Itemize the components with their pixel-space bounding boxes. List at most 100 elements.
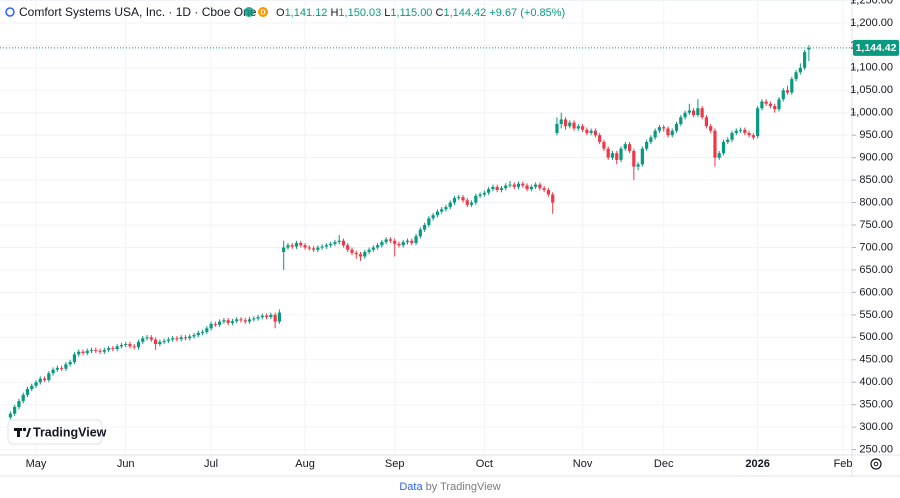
candle-body <box>235 319 239 322</box>
symbol-icon <box>5 7 15 17</box>
logo-text: TradingView <box>33 425 107 439</box>
candle-body <box>542 188 546 190</box>
logo[interactable]: TradingView <box>7 419 107 445</box>
candle-body <box>166 339 170 341</box>
candle-body <box>785 90 790 93</box>
candle-body <box>115 346 119 349</box>
candle-body <box>619 148 623 160</box>
candle-body <box>602 141 606 149</box>
y-tick-label: 350.00 <box>859 399 893 411</box>
candle-body <box>572 122 576 129</box>
candle-body <box>529 186 533 190</box>
candle-body <box>568 122 572 127</box>
candle-body <box>589 130 593 133</box>
y-tick-label: 750.00 <box>859 219 893 231</box>
grid <box>0 0 852 455</box>
candle-body <box>226 320 230 323</box>
candle-body <box>8 413 12 418</box>
candle-body <box>721 141 726 154</box>
candle-body <box>367 249 371 252</box>
y-tick-label: 1,250.00 <box>850 0 893 6</box>
candle-body <box>183 337 188 339</box>
y-tick-label: 900.00 <box>859 152 893 164</box>
candle-body <box>491 186 495 190</box>
symbol-title: Comfort Systems USA, Inc. · 1D · Cboe On… <box>19 5 257 19</box>
x-tick-label: Sep <box>385 458 405 470</box>
logo-mark <box>22 427 27 432</box>
candle-body <box>709 126 713 131</box>
candle-body <box>683 112 687 118</box>
y-tick-label: 650.00 <box>859 264 893 276</box>
candle-body <box>756 108 760 137</box>
candle-body <box>431 215 435 219</box>
candle-body <box>21 394 25 402</box>
y-tick-label: 300.00 <box>859 421 893 433</box>
ohlc-value: 1,141.12 <box>285 7 328 19</box>
ohlc-key: L <box>384 7 390 19</box>
candle-body <box>277 312 282 322</box>
y-tick-label: 850.00 <box>859 174 893 186</box>
candle-body <box>107 348 111 350</box>
logo-mark <box>26 428 31 437</box>
status-icon[interactable] <box>244 7 254 17</box>
candle-body <box>487 189 491 193</box>
candle-body <box>751 135 755 138</box>
candle-body <box>85 350 89 354</box>
candle-body <box>196 332 200 336</box>
x-tick-label: Jun <box>117 458 135 470</box>
candle-body <box>119 344 124 347</box>
candle-body <box>448 202 452 208</box>
candle-body <box>546 189 551 195</box>
candle-body <box>405 240 410 243</box>
candle-body <box>465 200 469 205</box>
candle-body <box>64 364 68 369</box>
footer-text: by TradingView <box>426 481 501 493</box>
candle-body <box>743 129 747 133</box>
candle-body <box>17 401 21 407</box>
candle-body <box>794 72 798 80</box>
candle-body <box>153 339 158 345</box>
candle-body <box>657 127 662 131</box>
candle-body <box>645 141 649 149</box>
candle-body <box>354 252 358 255</box>
candle-body <box>260 315 264 318</box>
candle-body <box>158 341 162 345</box>
candle-body <box>734 130 738 133</box>
last-price-label: 1,144.42 <box>856 42 897 54</box>
candle-body <box>307 247 311 249</box>
last-price-box <box>853 39 899 56</box>
candle-body <box>418 229 422 237</box>
candle-body <box>188 336 192 339</box>
y-tick-label: 1,000.00 <box>850 107 893 119</box>
footer-link[interactable]: Data <box>399 481 423 493</box>
candle-body <box>495 186 499 190</box>
candle-body <box>704 117 709 127</box>
candle-body <box>760 101 764 109</box>
candle-body <box>171 338 175 340</box>
y-tick-label: 400.00 <box>859 376 893 388</box>
logo-mark <box>17 428 20 437</box>
candle-body <box>662 127 666 129</box>
candle-body <box>102 349 106 352</box>
candle-body <box>256 317 260 319</box>
candle-body <box>768 103 773 107</box>
candle-body <box>179 337 183 340</box>
candle-body <box>136 341 141 348</box>
candle-body <box>580 126 585 130</box>
candle-body <box>397 243 401 246</box>
candle-body <box>380 242 384 246</box>
candle-body <box>294 242 299 247</box>
settings-icon[interactable] <box>870 458 882 470</box>
candle-body <box>282 247 286 252</box>
candle-body <box>384 239 388 243</box>
candle-body <box>363 251 367 257</box>
x-tick-label: Aug <box>295 458 315 470</box>
candle-body <box>482 192 486 195</box>
candle-body <box>47 373 51 380</box>
candle-body <box>141 338 145 342</box>
flag-icon[interactable] <box>258 7 268 17</box>
candle-body <box>692 110 696 115</box>
x-tick-label: Oct <box>476 458 493 470</box>
candle-body <box>333 242 337 244</box>
